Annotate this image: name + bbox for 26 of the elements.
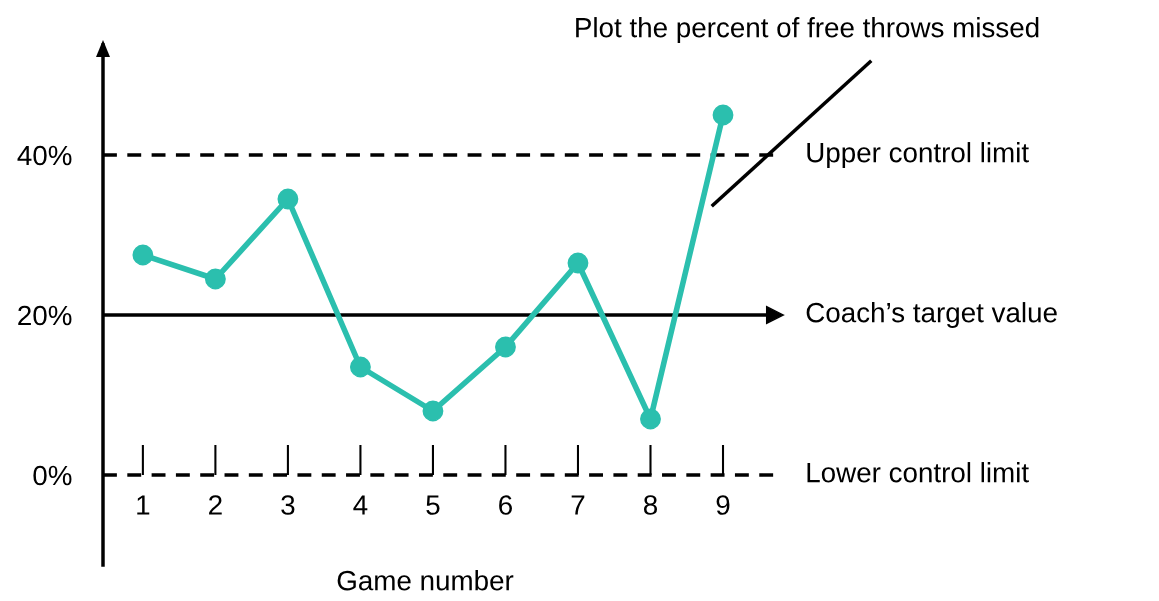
x-tick-label: 7 [571, 495, 585, 515]
y-tick-label: 40% [17, 145, 72, 166]
text: Plot the percent of free throws missed [576, 17, 1039, 43]
x-tick-label: 4 [353, 495, 368, 515]
ref-line-label: Upper control limit [807, 142, 1029, 168]
y-tick-label: 20% [18, 305, 72, 326]
x-tick-label: 5 [426, 495, 440, 515]
point [422, 400, 444, 422]
y-tick-label: 0% [33, 465, 72, 486]
point [277, 188, 299, 210]
x-tick-label: 6 [499, 495, 512, 515]
ref-line-label: Lower control limit [807, 462, 1029, 483]
x-tick-label: 9 [716, 495, 730, 515]
x-tick-label: 1 [137, 495, 150, 515]
point [350, 356, 371, 378]
x-tick-label: 2 [209, 495, 222, 515]
point [204, 268, 226, 290]
x-tick-label: 8 [643, 495, 658, 515]
point [567, 252, 589, 274]
x-axis-title: Game number [337, 570, 514, 591]
point [495, 336, 516, 358]
point [712, 104, 734, 126]
x-tick-label: 3 [281, 495, 295, 515]
ref-line-label: Coach’s target value [806, 302, 1057, 328]
point [132, 244, 154, 266]
point [640, 408, 661, 430]
